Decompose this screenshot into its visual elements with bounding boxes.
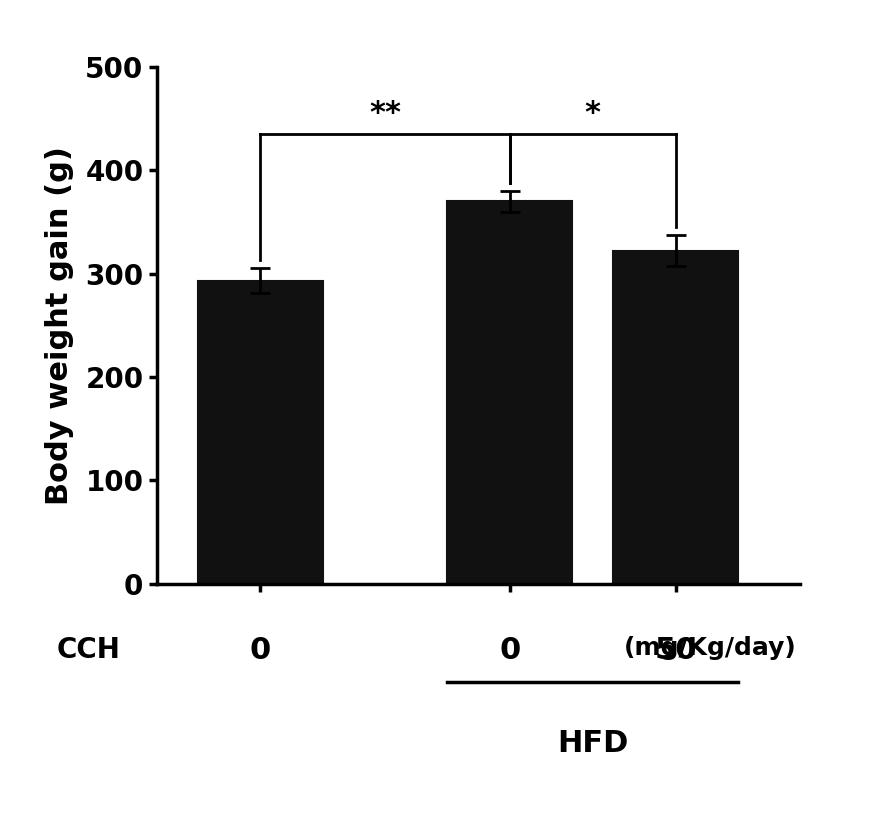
Y-axis label: Body weight gain (g): Body weight gain (g) bbox=[45, 146, 74, 505]
Text: 50: 50 bbox=[653, 636, 696, 665]
Bar bbox=[447, 201, 571, 584]
Text: (mg/Kg/day): (mg/Kg/day) bbox=[623, 636, 795, 660]
Text: CCH: CCH bbox=[56, 636, 121, 664]
Text: 0: 0 bbox=[499, 636, 520, 665]
Text: *: * bbox=[584, 98, 600, 128]
Bar bbox=[613, 251, 737, 584]
Text: HFD: HFD bbox=[556, 729, 627, 757]
Text: 0: 0 bbox=[249, 636, 271, 665]
Bar bbox=[198, 281, 322, 584]
Text: **: ** bbox=[368, 98, 401, 128]
